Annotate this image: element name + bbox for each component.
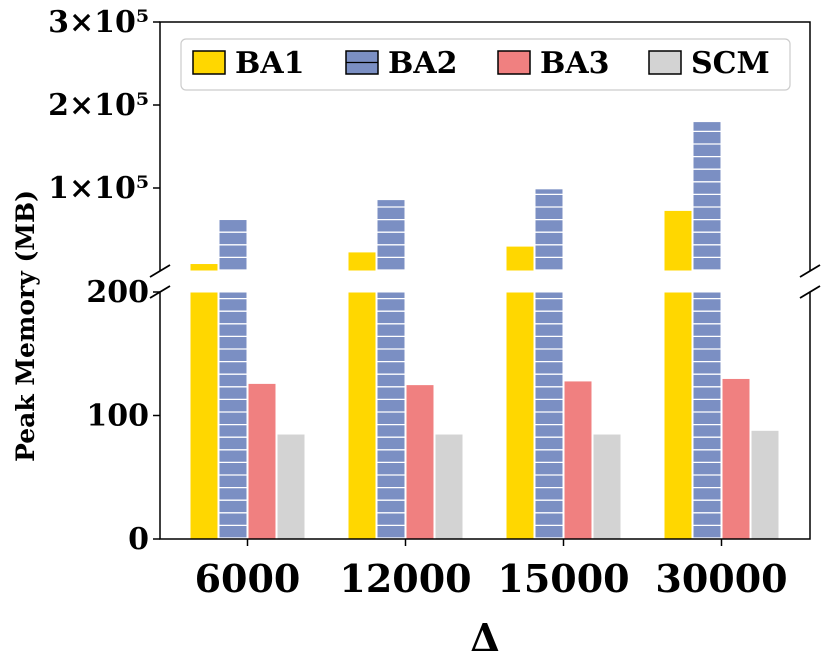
legend-item-ba3: BA3 [497,46,610,81]
bar-ba2-6000-lower-rect [218,291,248,540]
bar-ba1-15000-lower [505,291,535,540]
legend: BA1 BA2 BA3 SCM [180,38,791,91]
bar-scm-12000-lower [434,433,464,540]
break-mark [799,285,821,299]
bar-ba3-6000-lower-rect [247,382,277,540]
legend-swatch [497,50,531,75]
x-tick-label: 12000 [339,556,471,601]
y-axis-label: Peak Memory (MB) [11,190,40,462]
x-tick-label: 6000 [195,556,301,601]
bar-ba3-30000-lower-rect [721,377,751,540]
bar-ba1-6000-upper [189,263,219,272]
bar-ba2-12000-upper [376,199,406,272]
upper-y-tick-label: 3×10⁵ [48,5,149,40]
bar-scm-12000-lower-rect [434,433,464,540]
legend-swatch [648,50,682,75]
bar-ba1-12000-lower [347,291,377,540]
bar-ba2-15000-upper [534,188,564,272]
bar-scm-15000-lower [592,433,622,540]
legend-item-ba1: BA1 [192,46,305,81]
break-mark [149,285,171,299]
bar-ba3-30000-lower [721,377,751,540]
bar-ba1-15000-upper [505,245,535,272]
bar-ba1-30000-upper [663,209,693,272]
legend-label: SCM [691,46,770,81]
bar-ba2-15000-lower-rect [534,291,564,540]
bar-scm-15000-lower-rect [592,433,622,540]
bar-ba1-15000-upper-rect [505,245,535,272]
bar-ba3-6000-lower [247,382,277,540]
bar-scm-6000-lower-rect [276,433,306,540]
x-tick-label: 15000 [497,556,629,601]
bar-ba1-30000-upper-rect [663,209,693,272]
x-tick-label: 30000 [655,556,787,601]
upper-panel: 1×10⁵ 2×10⁵ 3×10⁵ [48,5,811,272]
legend-label: BA1 [235,46,305,81]
legend-item-scm: SCM [648,46,770,81]
upper-axes-frame [159,21,811,271]
break-mark [149,264,171,278]
bar-ba2-6000-lower [218,291,248,540]
bar-ba2-12000-upper-rect [376,199,406,272]
legend-label: BA2 [388,46,458,81]
lower-y-tick-label: 100 [86,399,149,434]
upper-y-tick-label: 2×10⁵ [48,88,149,123]
bar-ba3-15000-lower-rect [563,380,593,540]
bar-scm-30000-lower-rect [750,429,780,540]
bar-scm-6000-lower [276,433,306,540]
upper-y-tick-label: 1×10⁵ [48,171,149,206]
lower-y-tick-label: 0 [128,522,149,557]
legend-item-ba2: BA2 [345,46,458,81]
bar-ba1-30000-lower [663,291,693,540]
bar-ba1-12000-upper [347,251,377,272]
break-mark [799,264,821,278]
bar-ba2-15000-lower [534,291,564,540]
bar-ba2-12000-lower [376,291,406,540]
bar-ba2-30000-lower [692,291,722,540]
bar-ba2-12000-lower-rect [376,291,406,540]
legend-swatch [192,50,226,75]
bar-ba2-30000-lower-rect [692,291,722,540]
bar-ba3-12000-lower-rect [405,384,435,540]
bar-ba2-30000-upper [692,121,722,272]
bar-scm-30000-lower [750,429,780,540]
bar-ba1-12000-lower-rect [347,291,377,540]
axis-break-marks [149,264,821,299]
bar-ba1-30000-lower-rect [663,291,693,540]
bar-ba1-15000-lower-rect [505,291,535,540]
bar-ba2-30000-upper-rect [692,121,722,272]
bar-ba1-12000-upper-rect [347,251,377,272]
bar-ba3-12000-lower [405,384,435,540]
legend-label: BA3 [540,46,610,81]
bar-ba3-15000-lower [563,380,593,540]
bar-ba2-15000-upper-rect [534,188,564,272]
bar-ba1-6000-lower-rect [189,291,219,540]
lower-y-tick-label: 200 [86,275,149,310]
legend-frame [180,38,791,91]
lower-panel: 0 100 200 [86,275,811,557]
bar-ba1-6000-lower [189,291,219,540]
bar-ba1-6000-upper-rect [189,263,219,272]
x-axis-label: Δ [470,615,499,660]
bar-ba2-6000-upper [218,219,248,272]
